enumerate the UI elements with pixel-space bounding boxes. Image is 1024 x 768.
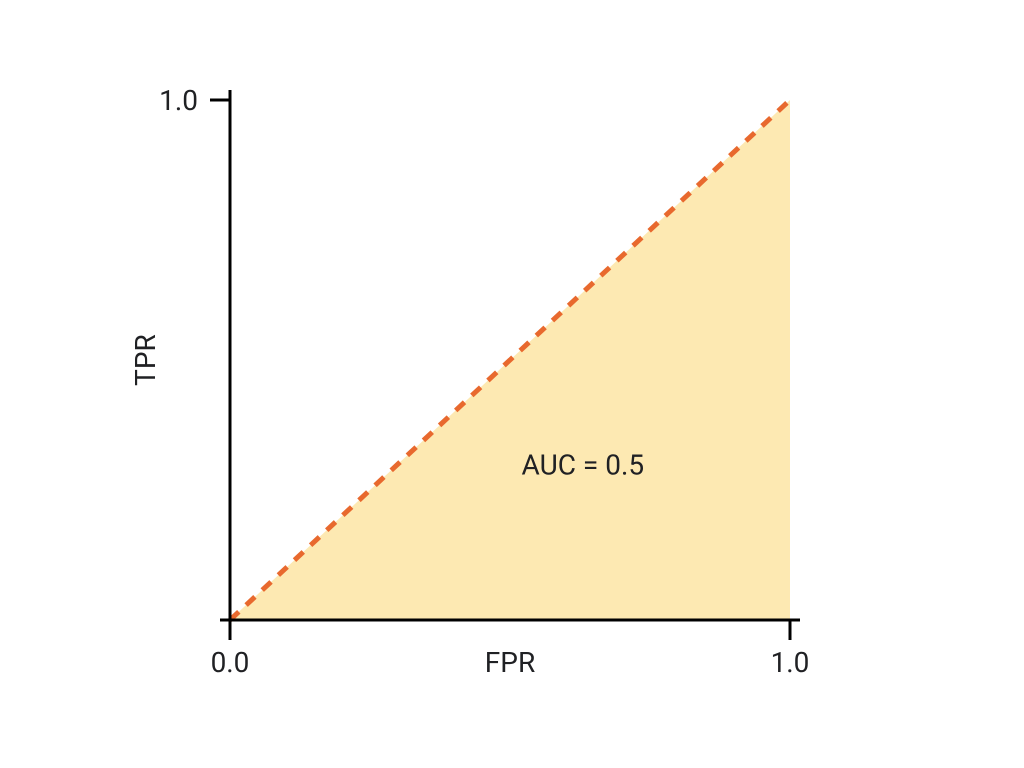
x-axis-label: FPR bbox=[485, 646, 535, 679]
y-tick-label-1: 1.0 bbox=[159, 84, 198, 117]
chart-svg: 0.0 1.0 1.0 FPR TPR AUC = 0.5 bbox=[0, 0, 1024, 768]
x-tick-label-1: 1.0 bbox=[771, 646, 810, 679]
roc-chart: 0.0 1.0 1.0 FPR TPR AUC = 0.5 bbox=[0, 0, 1024, 768]
auc-annotation: AUC = 0.5 bbox=[522, 448, 645, 481]
y-axis-label: TPR bbox=[129, 334, 162, 386]
x-tick-label-0: 0.0 bbox=[211, 646, 250, 679]
